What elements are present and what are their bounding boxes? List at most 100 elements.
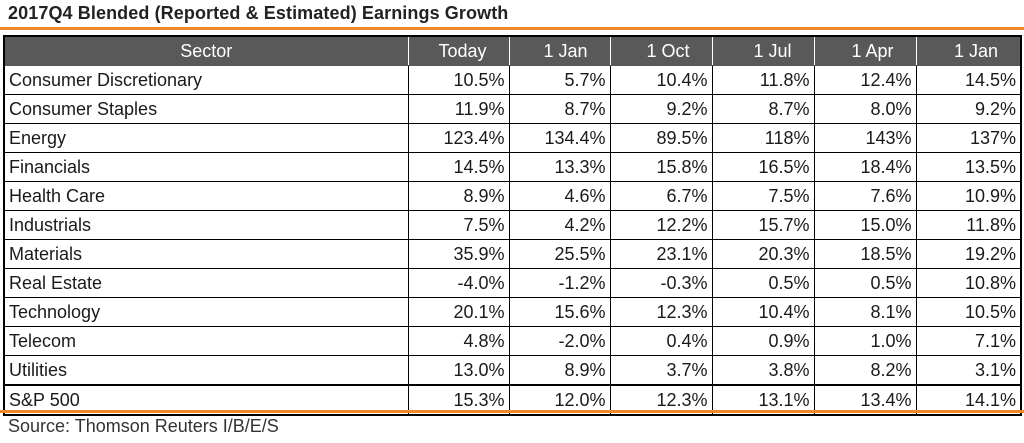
header-row: Sector Today 1 Jan 1 Oct 1 Jul 1 Apr 1 J… [3, 35, 1022, 66]
table-row: Utilities 13.0% 8.9% 3.7% 3.8% 8.2% 3.1% [3, 355, 1022, 386]
bottom-accent-rule [0, 410, 1024, 413]
value-cell: 13.3% [508, 152, 611, 182]
column-header: Sector [3, 35, 409, 66]
value-cell: 23.1% [609, 239, 713, 269]
value-cell: 13.0% [407, 355, 510, 386]
column-header: 1 Jan [915, 35, 1022, 66]
table-row: Financials 14.5% 13.3% 15.8% 16.5% 18.4% 13.5% [3, 152, 1022, 182]
value-cell: 3.8% [711, 355, 815, 386]
value-cell: 4.8% [407, 326, 510, 356]
column-header: 1 Apr [813, 35, 917, 66]
table-row: Materials 35.9% 25.5% 23.1% 20.3% 18.5% 19.2% [3, 239, 1022, 269]
sector-cell: Industrials [3, 210, 409, 240]
value-cell: 15.7% [711, 210, 815, 240]
value-cell: 20.1% [407, 297, 510, 327]
value-cell: 12.4% [813, 65, 917, 95]
value-cell: 11.8% [711, 65, 815, 95]
value-cell: 15.6% [508, 297, 611, 327]
value-cell: -0.3% [609, 268, 713, 298]
sector-cell: Telecom [3, 326, 409, 356]
sector-cell: Energy [3, 123, 409, 153]
sector-cell: Materials [3, 239, 409, 269]
value-cell: 8.1% [813, 297, 917, 327]
sector-cell: Health Care [3, 181, 409, 211]
sector-cell: Financials [3, 152, 409, 182]
value-cell: 10.5% [915, 297, 1022, 327]
value-cell: 18.5% [813, 239, 917, 269]
value-cell: 0.9% [711, 326, 815, 356]
value-cell: 6.7% [609, 181, 713, 211]
value-cell: 8.9% [508, 355, 611, 386]
value-cell: 4.2% [508, 210, 611, 240]
value-cell: 0.4% [609, 326, 713, 356]
table-row: Consumer Staples 11.9% 8.7% 9.2% 8.7% 8.0% 9.2… [3, 94, 1022, 124]
value-cell: 19.2% [915, 239, 1022, 269]
value-cell: 89.5% [609, 123, 713, 153]
value-cell: 8.7% [711, 94, 815, 124]
table-row: Energy 123.4% 134.4% 89.5% 118% 143% 137% [3, 123, 1022, 153]
value-cell: 15.0% [813, 210, 917, 240]
column-header: 1 Oct [609, 35, 713, 66]
value-cell: 25.5% [508, 239, 611, 269]
value-cell: 0.5% [711, 268, 815, 298]
value-cell: 15.8% [609, 152, 713, 182]
value-cell: 10.9% [915, 181, 1022, 211]
value-cell: 18.4% [813, 152, 917, 182]
value-cell: 10.8% [915, 268, 1022, 298]
earnings-growth-table: Sector Today 1 Jan 1 Oct 1 Jul 1 Apr 1 J… [3, 35, 1022, 416]
value-cell: 20.3% [711, 239, 815, 269]
value-cell: 7.5% [407, 210, 510, 240]
value-cell: 7.5% [711, 181, 815, 211]
value-cell: 14.5% [915, 65, 1022, 95]
value-cell: 11.9% [407, 94, 510, 124]
value-cell: 8.2% [813, 355, 917, 386]
column-header: Today [407, 35, 510, 66]
sector-cell: Technology [3, 297, 409, 327]
table-row: Real Estate -4.0% -1.2% -0.3% 0.5% 0.5% 10.8% [3, 268, 1022, 298]
value-cell: 7.6% [813, 181, 917, 211]
sector-cell: Consumer Discretionary [3, 65, 409, 95]
table-row: Telecom 4.8% -2.0% 0.4% 0.9% 1.0% 7.1% [3, 326, 1022, 356]
value-cell: 1.0% [813, 326, 917, 356]
value-cell: 0.5% [813, 268, 917, 298]
value-cell: 10.4% [711, 297, 815, 327]
value-cell: -2.0% [508, 326, 611, 356]
table-row: Health Care 8.9% 4.6% 6.7% 7.5% 7.6% 10.9% [3, 181, 1022, 211]
value-cell: 134.4% [508, 123, 611, 153]
value-cell: 8.0% [813, 94, 917, 124]
value-cell: 12.3% [609, 297, 713, 327]
table-title: 2017Q4 Blended (Reported & Estimated) Ea… [8, 3, 509, 23]
value-cell: 123.4% [407, 123, 510, 153]
value-cell: 12.2% [609, 210, 713, 240]
value-cell: -1.2% [508, 268, 611, 298]
value-cell: 5.7% [508, 65, 611, 95]
value-cell: 11.8% [915, 210, 1022, 240]
value-cell: 14.5% [407, 152, 510, 182]
value-cell: 9.2% [609, 94, 713, 124]
value-cell: 143% [813, 123, 917, 153]
sector-cell: Consumer Staples [3, 94, 409, 124]
source-note: Source: Thomson Reuters I/B/E/S [8, 416, 279, 436]
value-cell: 8.7% [508, 94, 611, 124]
value-cell: 10.5% [407, 65, 510, 95]
table-row: Industrials 7.5% 4.2% 12.2% 15.7% 15.0% 11.8% [3, 210, 1022, 240]
value-cell: 118% [711, 123, 815, 153]
value-cell: 16.5% [711, 152, 815, 182]
value-cell: 35.9% [407, 239, 510, 269]
column-header: 1 Jul [711, 35, 815, 66]
table-row: Consumer Discretionary 10.5% 5.7% 10.4% 11.8… [3, 65, 1022, 95]
sector-cell: Real Estate [3, 268, 409, 298]
value-cell: 3.7% [609, 355, 713, 386]
value-cell: 10.4% [609, 65, 713, 95]
value-cell: 7.1% [915, 326, 1022, 356]
top-accent-rule [0, 27, 1024, 30]
table-body: Consumer Discretionary 10.5% 5.7% 10.4% 11.8… [3, 65, 1022, 416]
value-cell: 9.2% [915, 94, 1022, 124]
value-cell: -4.0% [407, 268, 510, 298]
value-cell: 13.5% [915, 152, 1022, 182]
value-cell: 8.9% [407, 181, 510, 211]
sector-cell: Utilities [3, 355, 409, 386]
value-cell: 3.1% [915, 355, 1022, 386]
column-header: 1 Jan [508, 35, 611, 66]
value-cell: 4.6% [508, 181, 611, 211]
